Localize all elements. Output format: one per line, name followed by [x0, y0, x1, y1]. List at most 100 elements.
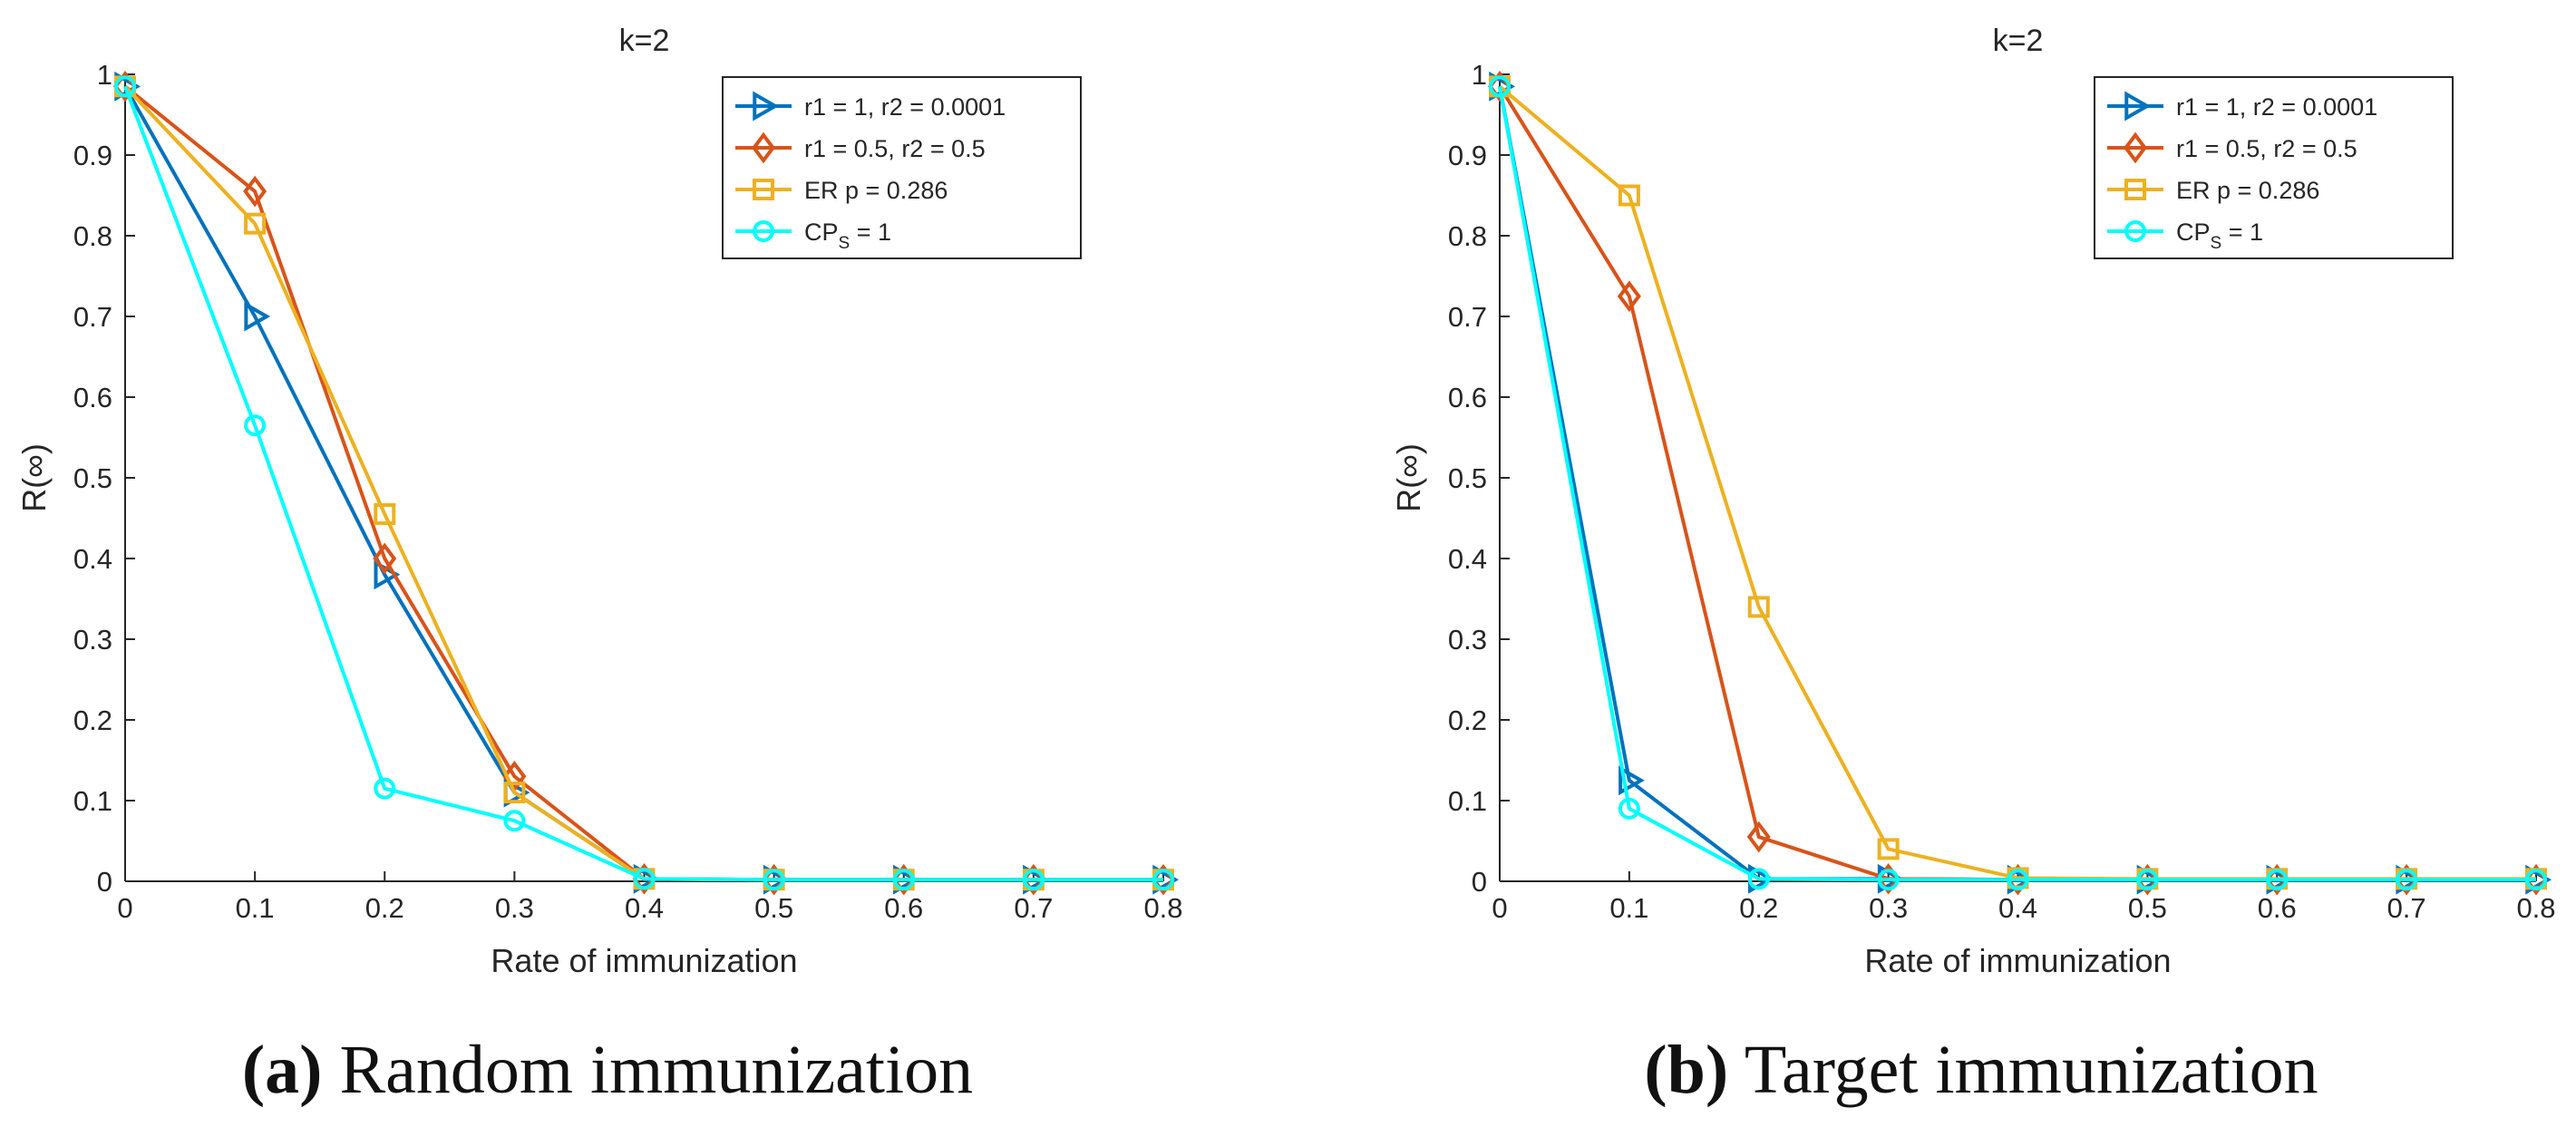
data-point: [373, 542, 397, 575]
data-point: [1619, 765, 1645, 796]
data-point: [503, 810, 526, 832]
legend-label: ER p = 0.286: [2176, 177, 2319, 204]
series-4: [1489, 75, 2547, 891]
legend-label-rest: = 1: [850, 219, 891, 246]
y-tick-label: 0.5: [73, 462, 112, 494]
y-tick-label: 0.3: [1448, 624, 1487, 656]
data-point: [1747, 868, 1770, 890]
data-point: [244, 212, 267, 235]
legend-marker: [752, 131, 775, 164]
x-tick-label: 0.1: [1609, 892, 1648, 924]
y-tick-label: 0.5: [1448, 462, 1487, 494]
legend-label: r1 = 0.5, r2 = 0.5: [804, 135, 986, 162]
x-axis-title: Rate of immunization: [1864, 942, 2171, 979]
legend-entry: r1 = 0.5, r2 = 0.5: [735, 131, 986, 164]
x-tick-label: 0.8: [2516, 892, 2555, 924]
y-axis-title: R(∞): [1390, 443, 1427, 512]
legend-marker: [2124, 131, 2147, 164]
series-4: [114, 75, 1174, 891]
legend-label-main: CP: [804, 219, 839, 246]
legend-label-sub: S: [839, 234, 851, 253]
y-tick-label: 0.6: [73, 382, 112, 413]
data-point: [243, 175, 267, 208]
legend-entry: r1 = 1, r2 = 0.0001: [735, 91, 1006, 121]
y-tick-label: 1: [97, 59, 112, 91]
legend: r1 = 1, r2 = 0.0001 r1 = 0.5, r2 = 0.5 ER …: [722, 76, 1082, 259]
legend-label: ER p = 0.286: [804, 177, 948, 204]
y-tick-label: 0.4: [73, 543, 112, 575]
data-point: [1617, 280, 1641, 313]
x-axis-title: Rate of immunization: [491, 942, 797, 979]
legend-label: r1 = 1, r2 = 0.0001: [804, 93, 1006, 121]
legend-marker: [753, 91, 780, 121]
x-tick-label: 0.2: [1739, 892, 1778, 924]
data-point: [1489, 75, 1511, 98]
data-point: [1618, 184, 1640, 207]
data-point: [1747, 596, 1770, 618]
legend-entry: ER p = 0.286: [735, 177, 948, 204]
data-point: [1618, 797, 1640, 820]
chart-panel-b: 0 0.1 0.2 0.3 0.4 0.5 0.6 0.7 0.8 0 0.1 0.2 0.3 0.4 0.…: [1390, 24, 2556, 1108]
x-tick-label: 0.4: [625, 892, 664, 924]
data-point: [633, 868, 656, 890]
x-tick-label: 0.1: [236, 892, 275, 924]
caption-letter: (a): [242, 1032, 323, 1108]
data-point: [1877, 838, 1900, 860]
legend-marker: [2124, 91, 2152, 121]
x-tick-label: 0.8: [1143, 892, 1182, 924]
legend-label: CPS = 1: [2176, 219, 2263, 253]
legend-marker: [2124, 220, 2146, 242]
data-point: [2396, 869, 2418, 891]
legend: r1 = 1, r2 = 0.0001 r1 = 0.5, r2 = 0.5 ER …: [2094, 76, 2454, 259]
y-tick-label: 0.4: [1448, 543, 1487, 575]
data-point: [1877, 869, 1900, 891]
x-tick-label: 0.6: [884, 892, 923, 924]
data-point: [2525, 869, 2547, 891]
chart-title: k=2: [1993, 24, 2044, 58]
data-point: [114, 75, 136, 98]
data-point: [2007, 869, 2029, 891]
y-tick-label: 0.7: [73, 301, 112, 333]
legend-label-rest: = 1: [2221, 219, 2263, 246]
legend-label-main: CP: [2176, 219, 2211, 246]
data-point: [1022, 869, 1045, 891]
y-tick-label: 0.8: [1448, 220, 1487, 252]
y-tick-label: 0.8: [73, 220, 112, 252]
data-point: [892, 869, 915, 891]
data-point: [374, 777, 396, 800]
x-tick-label: 0.3: [1869, 892, 1908, 924]
y-tick-label: 1: [1472, 59, 1487, 91]
caption-text: Target immunization: [1728, 1032, 2318, 1108]
chart-title: k=2: [619, 24, 670, 58]
legend-label: r1 = 1, r2 = 0.0001: [2176, 93, 2377, 121]
y-tick-label: 0.3: [73, 624, 112, 656]
y-tick-label: 0.1: [1448, 785, 1487, 817]
legend-entry: r1 = 0.5, r2 = 0.5: [2107, 131, 2357, 164]
legend-marker: [753, 220, 774, 242]
figure-caption: (a) Random immunization: [242, 1032, 973, 1108]
legend-label-sub: S: [2211, 234, 2222, 253]
x-tick-label: 0.5: [754, 892, 793, 924]
x-tick-label: 0.6: [2258, 892, 2297, 924]
y-tick-label: 0.1: [73, 785, 112, 817]
data-point: [763, 869, 785, 891]
chart-panel-a: 0 0.1 0.2 0.3 0.4 0.5 0.6 0.7 0.8 0 0.1 0.2 0.3 0.4 0.…: [15, 24, 1183, 1108]
x-tick-label: 0.7: [1014, 892, 1053, 924]
legend-label: CPS = 1: [804, 219, 891, 253]
data-point: [2136, 869, 2159, 891]
legend-entry: CPS = 1: [2107, 219, 2263, 253]
data-point: [503, 782, 526, 804]
data-point: [2266, 869, 2289, 891]
y-tick-label: 0.2: [1448, 704, 1487, 736]
y-tick-label: 0.7: [1448, 301, 1487, 333]
caption-letter: (b): [1644, 1032, 1728, 1108]
series-line: [1498, 85, 2536, 882]
y-tick-label: 0.9: [73, 140, 112, 171]
x-tick-label: 0.4: [1998, 892, 2037, 924]
data-point: [244, 301, 271, 332]
x-tick-label: 0: [1492, 892, 1507, 924]
x-tick-label: 0.5: [2128, 892, 2167, 924]
x-tick-label: 0.2: [365, 892, 404, 924]
